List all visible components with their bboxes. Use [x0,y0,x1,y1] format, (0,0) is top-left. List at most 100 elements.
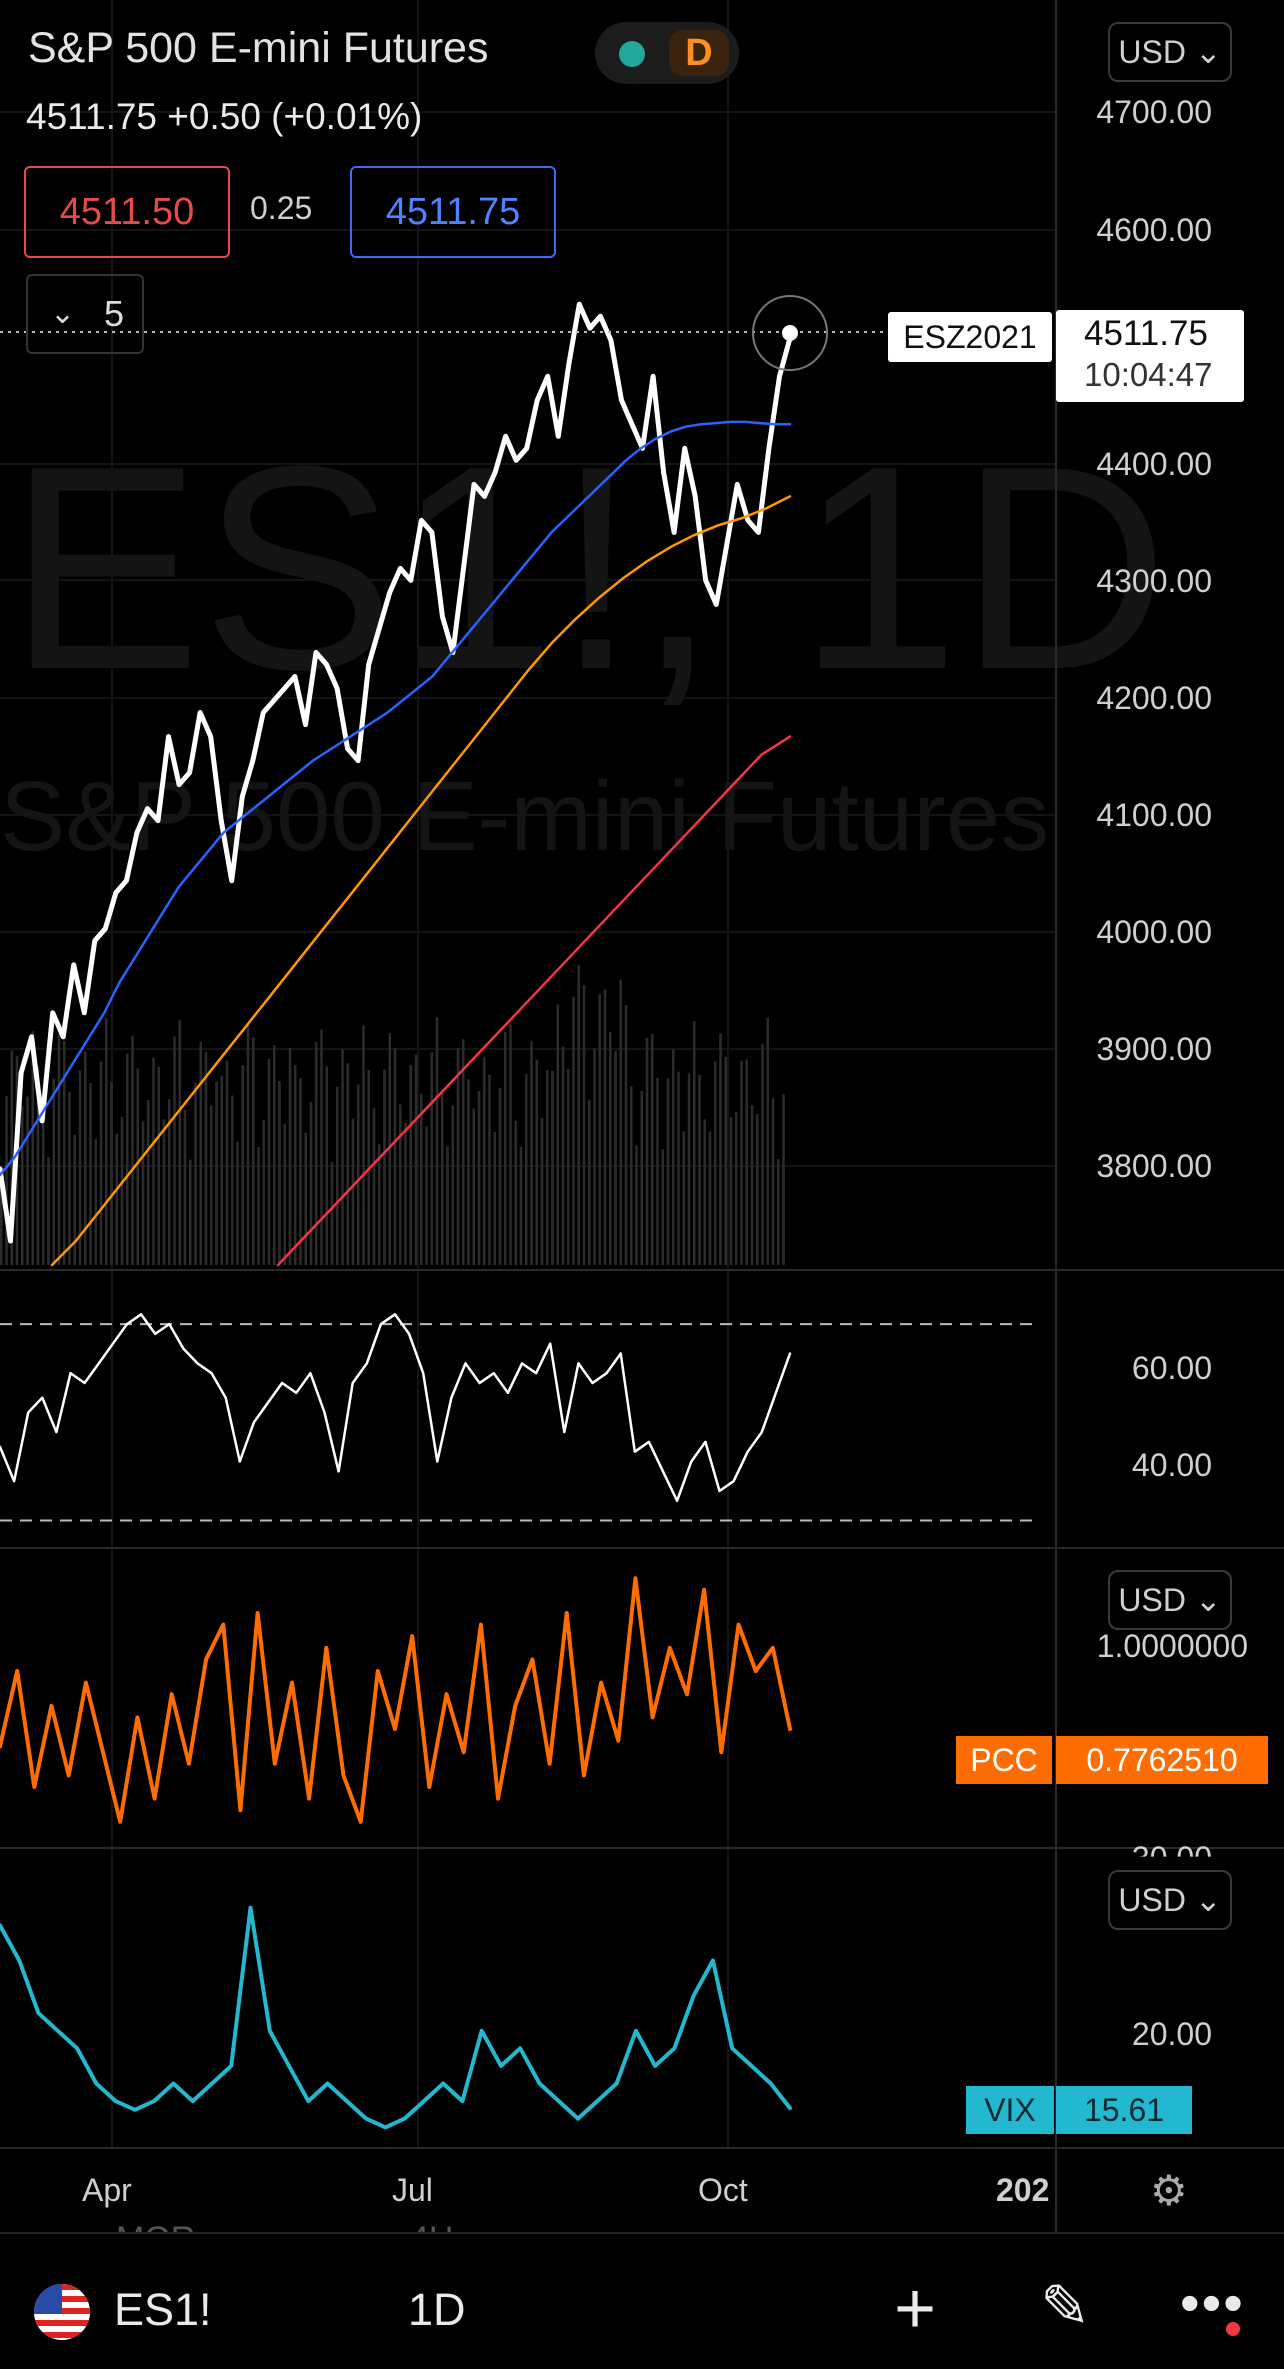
volume-bar [572,996,575,1265]
volume-bar [362,1025,365,1265]
volume-bar [514,1120,517,1265]
volume-bar [94,1139,97,1265]
volume-bar [262,1119,265,1265]
buy-button[interactable]: 4511.75 [350,166,556,258]
volume-bar [57,1034,61,1265]
volume-bar [47,1157,50,1265]
last-price-dot [782,325,798,341]
volume-bar [603,989,607,1265]
vix-currency-select[interactable]: USD ⌄ [1108,1870,1232,1930]
pcc-label: PCC [956,1736,1052,1784]
spread-value: 0.25 [250,190,313,226]
symbol-title[interactable]: S&P 500 E-mini Futures [28,24,489,72]
time-axis-label: Apr [82,2172,132,2208]
volume-bar [141,1121,145,1265]
volume-bar [147,1099,150,1265]
volume-bar [446,1146,449,1265]
timeframe-button[interactable]: 1D [408,2284,466,2335]
interval-badge: D [669,30,729,76]
volume-bar [294,1065,297,1265]
volume-bar [267,1058,271,1265]
volume-bar [661,1149,664,1265]
volume-bar [714,1061,717,1265]
volume-bar [84,1051,87,1265]
price-axis-label: 3900.00 [1096,1031,1212,1067]
volume-bar [194,1082,197,1265]
market-open-icon [619,41,645,67]
watermark-ticker: ES1!, 1D [8,406,1169,730]
currency-select[interactable]: USD ⌄ [1108,22,1232,82]
add-icon[interactable]: + [894,2269,937,2349]
us-flag-icon[interactable] [34,2284,90,2340]
volume-bar [651,1033,654,1265]
volume-bar [257,1146,260,1265]
volume-bar [383,1069,386,1265]
volume-bar [210,1105,213,1265]
volume-bar [357,1084,360,1265]
sell-button[interactable]: 4511.50 [24,166,230,258]
volume-bar [173,1036,176,1265]
volume-bar [225,1060,229,1265]
pcc-currency-select[interactable]: USD ⌄ [1108,1570,1232,1630]
volume-bar [325,1066,328,1265]
volume-bar [640,1090,643,1265]
volume-bar [110,1081,113,1265]
volume-bar [399,1104,402,1265]
volume-bar [551,1070,554,1265]
volume-bar [21,1106,24,1265]
drawing-pen-icon[interactable]: ✎ [1040,2273,1091,2340]
volume-bar [5,1096,8,1265]
price-axis-label: 4300.00 [1096,563,1212,599]
volume-bar [546,1070,549,1265]
volume-bar [467,1079,470,1265]
time-axis-label: Jul [392,2172,433,2208]
volume-bar [136,1068,139,1265]
volume-bar [215,1081,218,1265]
volume-bar [278,1080,281,1265]
gear-icon[interactable]: ⚙ [1150,2167,1188,2214]
volume-bar [493,1132,496,1265]
volume-bar [246,1025,250,1265]
volume-bar [220,1075,223,1265]
volume-bar [414,1054,418,1265]
pcc-axis-label: 1.0000000 [1096,1628,1248,1664]
volume-bar [315,1042,318,1265]
volume-bar [766,1017,769,1265]
indicators-toggle-button[interactable]: ⌄ 5 [26,274,144,354]
volume-bar [372,1108,376,1265]
volume-bar [231,1095,234,1265]
volume-bar [735,1111,738,1265]
volume-bar [750,1105,754,1265]
volume-bar [420,1093,423,1265]
volume-bar [26,1096,29,1265]
volume-bar [288,1048,292,1265]
volume-bar [782,1094,785,1265]
volume-bar [236,1141,239,1265]
volume-bar [593,1048,596,1265]
price-axis-label: 4000.00 [1096,914,1212,950]
watermark: ES1!, 1D S&P 500 E-mini Futures [0,406,1169,871]
volume-bar [635,1145,638,1265]
volume-bar [409,1064,412,1265]
market-status-pill[interactable]: D [595,22,739,84]
chevron-down-icon: ⌄ [50,297,76,330]
volume-bar [152,1057,155,1265]
volume-bar [341,1049,344,1265]
volume-bar [561,1046,565,1265]
volume-bar [63,1040,66,1265]
volume-bar [435,1017,439,1265]
volume-bar [252,1037,255,1265]
volume-bar [0,1175,3,1265]
volume-bar [672,1049,675,1265]
volume-bar [619,979,622,1265]
symbol-button[interactable]: ES1! [114,2284,212,2335]
volume-bar [120,1116,124,1265]
indicators-count: 5 [104,293,125,334]
volume-bar [346,1063,349,1265]
volume-bar [68,1091,71,1265]
volume-bar [666,1078,670,1265]
rsi-axis-label: 40.00 [1131,1447,1212,1483]
volume-bar [740,1060,743,1265]
price-axis-label: 4100.00 [1096,797,1212,833]
